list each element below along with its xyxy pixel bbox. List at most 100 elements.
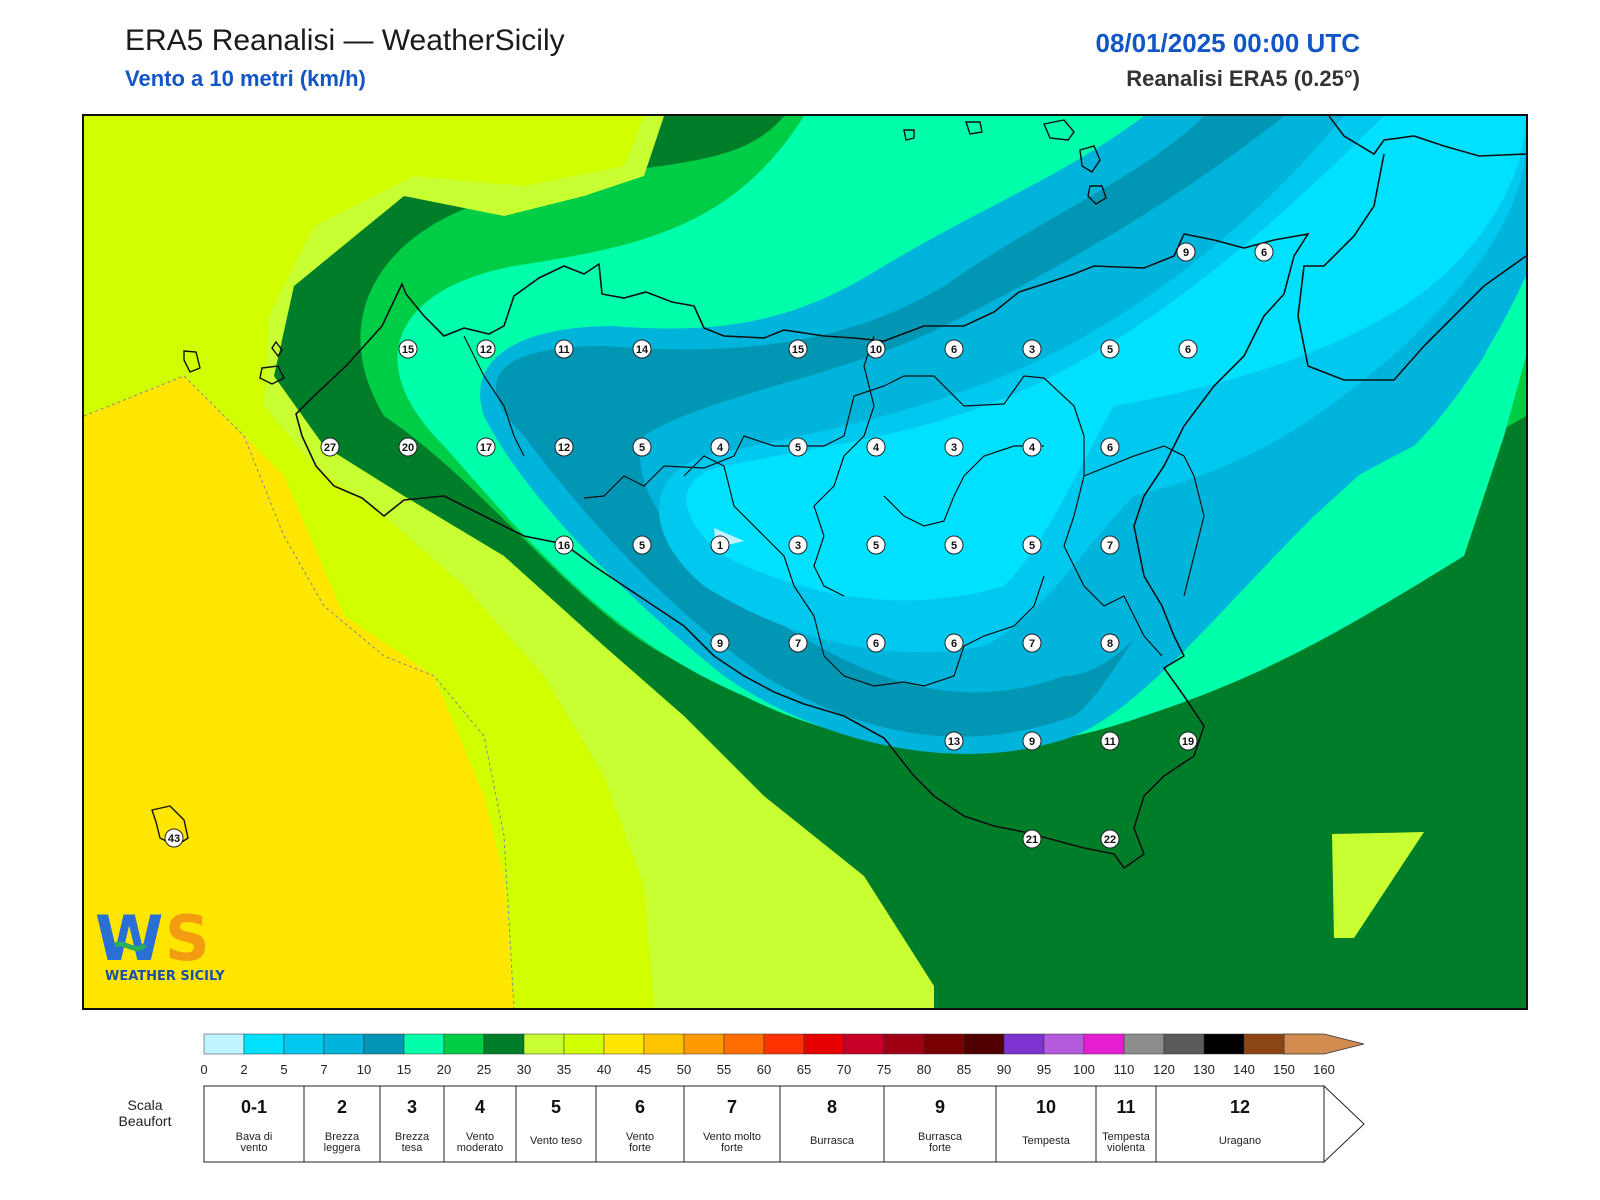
- station-circle: [1022, 437, 1042, 457]
- station-value: 4: [873, 442, 880, 454]
- model-label: Reanalisi ERA5 (0.25°): [1126, 66, 1360, 91]
- station-circle: [1254, 242, 1274, 262]
- station-circle: [398, 339, 418, 359]
- station-circle: [710, 535, 730, 555]
- beaufort-number: 11: [1116, 1097, 1135, 1117]
- station-marker: 1: [710, 535, 730, 555]
- station-value: 6: [951, 344, 957, 356]
- logo-s: S: [165, 902, 210, 975]
- station-marker: 19: [1178, 731, 1198, 751]
- station-value: 5: [795, 442, 801, 454]
- station-value: 10: [870, 344, 882, 356]
- station-value: 4: [1029, 442, 1036, 454]
- station-marker: 12: [476, 339, 496, 359]
- station-marker: 13: [944, 731, 964, 751]
- station-marker: 3: [788, 535, 808, 555]
- colorbar-tick-label: 25: [477, 1062, 491, 1077]
- station-circle: [710, 437, 730, 457]
- colorbar-swatch: [283, 1033, 325, 1055]
- beaufort-scale: Scala Beaufort 0-1 Bava di vento 2 Brezza leg…: [0, 1080, 1600, 1180]
- beaufort-description: Brezza: [395, 1131, 430, 1143]
- colorbar-tick-label: 100: [1073, 1062, 1095, 1077]
- station-value: 6: [1185, 344, 1191, 356]
- station-circle: [320, 437, 340, 457]
- station-marker: 7: [1022, 633, 1042, 653]
- station-marker: 6: [1100, 437, 1120, 457]
- colorbar-tick-label: 45: [637, 1062, 651, 1077]
- colorbar-swatch: [403, 1033, 445, 1055]
- colorbar-swatch: [323, 1033, 365, 1055]
- colorbar-swatch: [243, 1033, 285, 1055]
- beaufort-number: 12: [1230, 1097, 1250, 1117]
- colorbar-tick-label: 20: [437, 1062, 451, 1077]
- station-circle: [788, 339, 808, 359]
- colorbar-swatch: [643, 1033, 685, 1055]
- station-marker: 9: [1176, 242, 1196, 262]
- station-circle: [554, 339, 574, 359]
- station-circle: [1100, 829, 1120, 849]
- logo-text: WEATHER SICILY: [105, 969, 225, 984]
- station-marker: 7: [1100, 535, 1120, 555]
- beaufort-number: 7: [727, 1097, 737, 1117]
- station-value: 6: [873, 638, 879, 650]
- station-value: 21: [1026, 834, 1038, 846]
- province-border-4: [813, 335, 875, 597]
- beaufort-number: 6: [635, 1097, 645, 1117]
- station-circle: [476, 437, 496, 457]
- station-circle: [1022, 731, 1042, 751]
- wind-map: 15 12 11 14 15 10 6 3 5 6 9 6 27 20 17 12 5 4 5 4 3 4 6 16 5 1 3 5 5…: [82, 114, 1528, 1010]
- station-value: 7: [1107, 540, 1113, 552]
- beaufort-description: Vento teso: [530, 1135, 582, 1147]
- station-marker: 9: [1022, 731, 1042, 751]
- station-circle: [632, 535, 652, 555]
- colorbar-tick-label: 40: [597, 1062, 611, 1077]
- colorbar-swatch: [563, 1033, 605, 1055]
- beaufort-cell-box: [443, 1085, 517, 1163]
- station-value: 5: [873, 540, 879, 552]
- station-value: 20: [402, 442, 414, 454]
- station-circle: [1178, 339, 1198, 359]
- colorbar-swatch: [483, 1033, 525, 1055]
- station-circle: [866, 437, 886, 457]
- station-marker: 11: [1100, 731, 1120, 751]
- colorbar-swatch: [363, 1033, 405, 1055]
- colorbar-swatch: [803, 1033, 845, 1055]
- station-circle: [1178, 731, 1198, 751]
- station-marker: 6: [1254, 242, 1274, 262]
- station-circle: [944, 731, 964, 751]
- colorbar-swatch: [203, 1033, 245, 1055]
- station-value: 9: [717, 638, 723, 650]
- colorbar-tick-label: 60: [757, 1062, 771, 1077]
- colorbar-swatch: [1123, 1033, 1165, 1055]
- colorbar-tick-label: 15: [397, 1062, 411, 1077]
- colorbar-tick-label: 95: [1037, 1062, 1051, 1077]
- station-marker: 5: [788, 437, 808, 457]
- station-circle: [164, 828, 184, 848]
- beaufort-description: Brezza: [325, 1131, 360, 1143]
- station-value: 6: [1261, 247, 1267, 259]
- station-marker: 17: [476, 437, 496, 457]
- station-value: 17: [480, 442, 492, 454]
- colorbar-swatch: [443, 1033, 485, 1055]
- beaufort-number: 9: [935, 1097, 945, 1117]
- beaufort-number: 8: [827, 1097, 837, 1117]
- station-marker: 14: [632, 339, 652, 359]
- station-circle: [866, 339, 886, 359]
- calabria-coastline: [1328, 116, 1526, 157]
- station-marker: 15: [398, 339, 418, 359]
- colorbar-swatch: [1043, 1033, 1085, 1055]
- station-value: 5: [1107, 344, 1113, 356]
- colorbar-tick-label: 160: [1313, 1062, 1335, 1077]
- station-value: 5: [639, 540, 645, 552]
- station-marker: 9: [710, 633, 730, 653]
- island-lipari: [1079, 145, 1101, 173]
- station-value: 14: [636, 344, 649, 356]
- island-favignana: [259, 365, 285, 385]
- station-marker: 6: [944, 339, 964, 359]
- logo-leaf-icon: [113, 941, 147, 951]
- station-circle: [1100, 731, 1120, 751]
